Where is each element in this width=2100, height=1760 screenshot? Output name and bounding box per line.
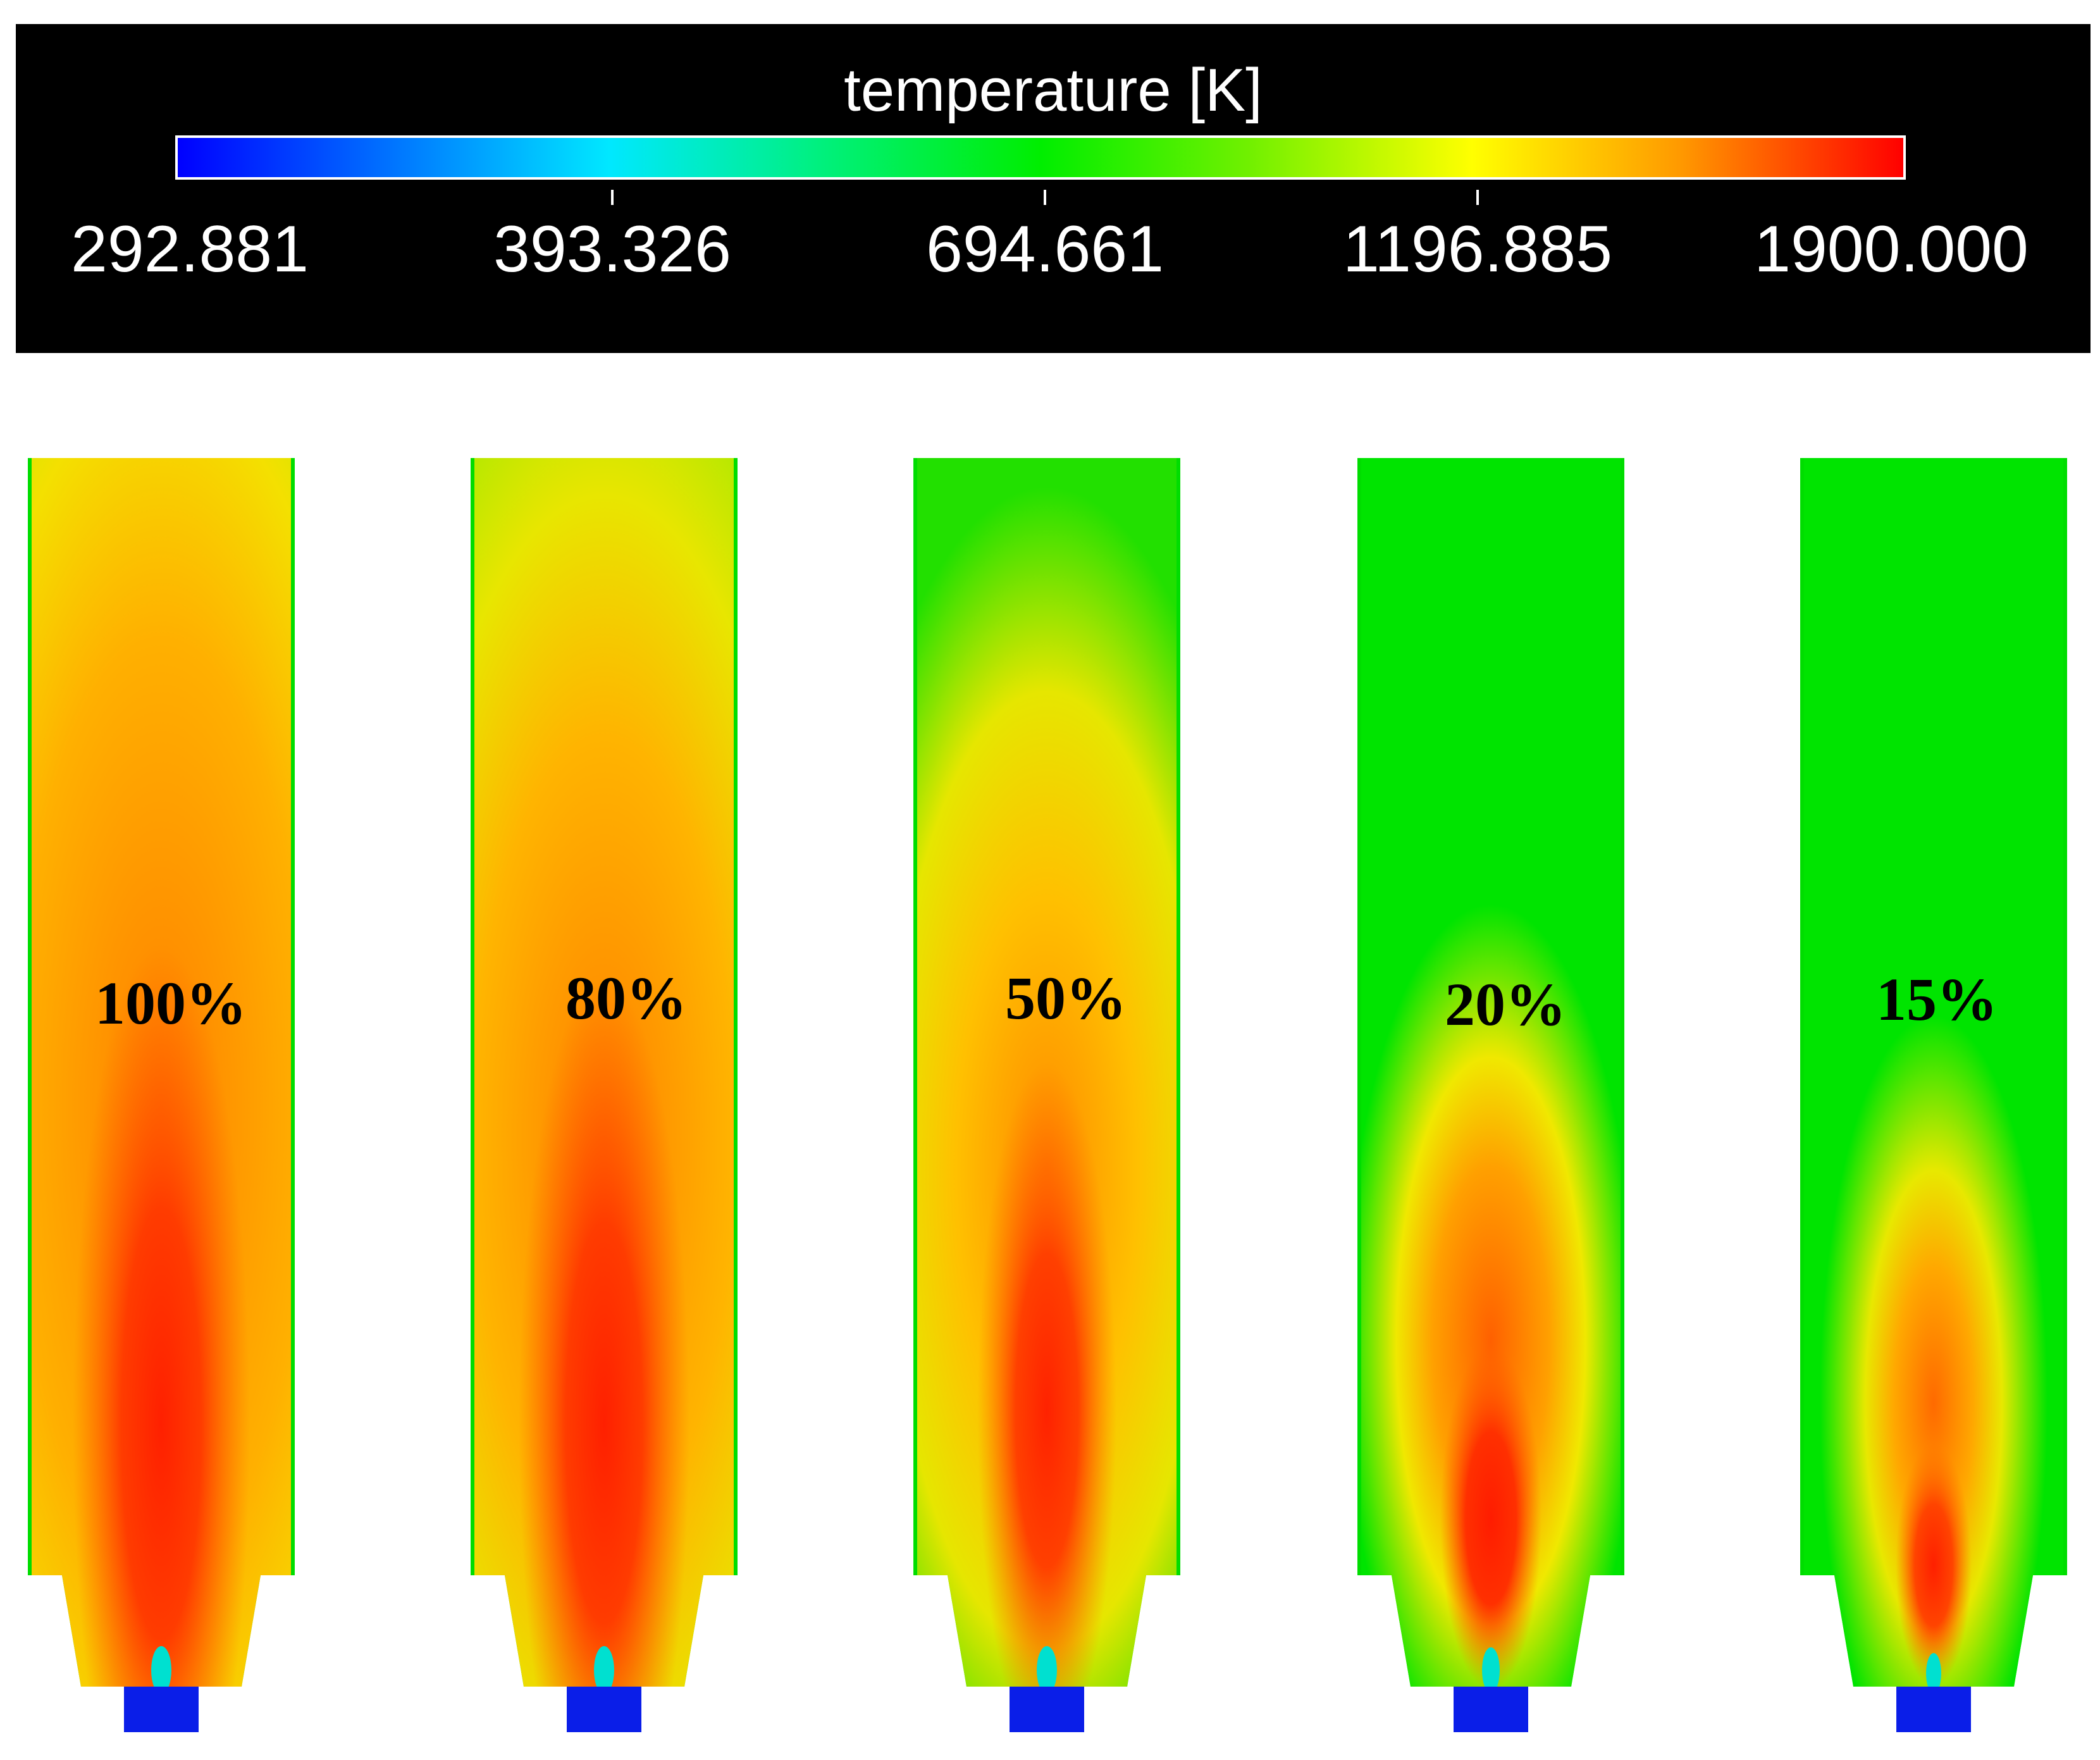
fuel-jet	[1037, 1646, 1057, 1687]
inlet-block	[124, 1683, 199, 1732]
tick-label-max: 1900.000	[1754, 213, 2029, 286]
combustor-contour-50: 50%	[913, 458, 1180, 1732]
colorbar-tick-2	[611, 190, 614, 205]
fuel-jet	[151, 1646, 171, 1687]
flame-core	[474, 898, 734, 1687]
colorbar-tick-3	[1044, 190, 1046, 205]
fuel-jet	[1926, 1653, 1941, 1687]
colorbar	[175, 135, 1906, 180]
flame-core	[917, 949, 1177, 1687]
flame-core	[32, 886, 291, 1687]
temperature-legend: temperature [K] 292.881 393.326 694.661 …	[16, 24, 2091, 353]
combustor-contour-20: 20%	[1357, 458, 1624, 1732]
combustor-contour-80: 80%	[471, 458, 738, 1732]
flame-core	[1804, 1265, 2063, 1687]
case-label-80: 80%	[565, 964, 687, 1032]
fuel-jet	[1482, 1647, 1500, 1687]
tick-label-4: 1196.885	[1342, 213, 1613, 286]
case-label-100: 100%	[95, 969, 247, 1037]
flame-core	[1361, 1202, 1621, 1687]
tick-label-2: 393.326	[493, 213, 731, 286]
inlet-block	[1010, 1683, 1084, 1732]
combustor-contour-100: 100%	[28, 458, 295, 1732]
fuel-jet	[594, 1646, 614, 1687]
tick-label-3: 694.661	[926, 213, 1164, 286]
combustor-contour-15: 15%	[1800, 458, 2067, 1732]
tick-label-min: 292.881	[71, 213, 309, 286]
inlet-block	[1454, 1683, 1528, 1732]
colorbar-tick-4	[1476, 190, 1479, 205]
inlet-block	[567, 1683, 641, 1732]
inlet-block	[1896, 1683, 1971, 1732]
case-label-15: 15%	[1876, 965, 1998, 1033]
case-label-50: 50%	[1005, 964, 1127, 1032]
legend-title: temperature [K]	[844, 56, 1263, 124]
case-label-20: 20%	[1445, 970, 1566, 1038]
